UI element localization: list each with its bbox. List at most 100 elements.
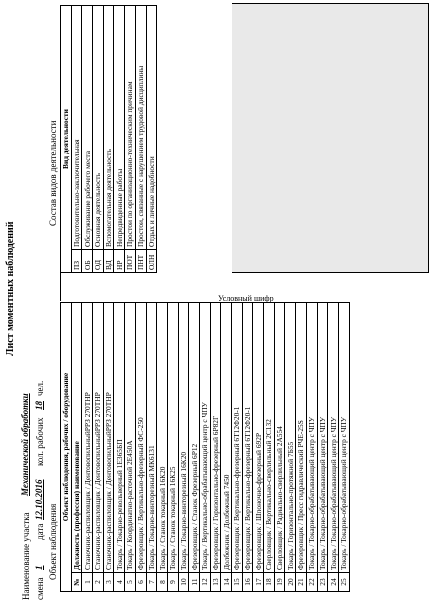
code: ВД [103,249,114,273]
table-row: 18 Сверловщик / Вертикально-сверлильный 2… [263,302,275,592]
row-num: 13 [210,572,221,592]
observation-table-header: Объект наблюдения, рабочих / оборудовани… [60,302,72,592]
shift-label: смена [35,577,45,601]
workers-value: 18 [34,401,44,410]
row-text: Фрезеровщик / Пресс гидравлический РЧЕ-2… [295,302,307,573]
row-num: 6 [135,572,146,592]
row-num: 10 [178,572,189,592]
row-num: 1 [81,572,93,592]
table-row: 13 Фрезеровщик / Горизонтально-фрезерный … [210,302,221,592]
empty-grid-area [232,3,429,273]
row-text: Токарь / Токарно-обрабатывающий центр с … [327,302,339,573]
code: ОБ [81,249,93,273]
document-title: Лист моментных наблюдений [5,221,16,356]
code-text: Непредвиденные работы [113,5,125,250]
row-num: 8 [156,572,168,592]
shift-value: 1 [34,565,44,571]
activity-code-table: Вид деятельности ПЗ Подготовительно-заклю… [60,5,157,273]
table-row: 6 Фрезеровщик / Вертикально-фрезерный ФС-… [135,302,146,592]
code-text: Основная деятельность [92,5,104,250]
row-num: 5 [124,572,136,592]
workers-unit: чел. [35,380,45,396]
code-text: Простои, связанные с нарушением трудовой… [135,5,146,250]
table-row: 5 Токарь / Координатно-расточной 2Е450А [124,302,136,592]
code-text: Простои по организационно-техническим пр… [124,5,136,250]
workers-label: кол. рабочих [35,417,45,466]
row-text: Станочник-распиловщик / ДентовопильныйРР… [92,302,104,573]
row-text: Фрезеровщик / Вертикально-фрезерный 6Т12… [231,302,243,573]
conditional-code-label: Условный шифр [218,294,274,303]
row-text: Токарь / Станок токарный 16К25 [167,302,179,573]
row-text: Станочник-распиловщик / ДентовопильныйРР… [81,302,93,573]
row-num: 21 [295,572,307,592]
row-text: Токарь / Токарно-обрабатывающий центр с … [317,302,328,573]
table-row: 8 Токарь / Станок токарный 16К20 [156,302,168,592]
activity-code-header: Вид деятельности [60,5,72,273]
code-text: Вспомогательная деятельность [103,5,114,250]
table-row: 17 Фрезеровщик / Шпоночно-фрезерный 692Р [252,302,264,592]
code-row: ВД Вспомогательная деятельность [103,5,114,273]
table-row: 21 Фрезеровщик / Пресс гидравлический РЧЕ… [295,302,307,592]
row-text: Токарь / Токарно-обрабатывающий центр с … [306,302,317,573]
code-row: ПОТ Простои по организационно-техническим… [124,5,136,273]
table-row: 25 Токарь / Токарно-обрабатывающий центр … [338,302,350,592]
table-row: 3 Станочник-распиловщик / ДентовопильныйР… [103,302,114,592]
code: НР [113,249,125,273]
row-num: 19 [274,572,285,592]
table-row: 11 Фрезеровщик / Станок Фрезерный 6Р12 [188,302,200,592]
row-num: 2 [92,572,104,592]
code: ОЛН [146,249,157,273]
code-text: Отдых и личные надобности [146,5,157,250]
code: ОД [92,249,104,273]
table-row: 24 Токарь / Токарно-обрабатывающий центр … [327,302,339,592]
row-text: Токарь / Токарно-револьверный 1Е365БП [113,302,125,573]
row-text: Токарь / Вертикально-обрабатывающий цент… [199,302,211,573]
row-text: Токарь / Станок токарный 16К20 [156,302,168,573]
row-text: Токарь / Горизонтально-протяжной 7Б55 [284,302,296,573]
observation-table: Объект наблюдения, рабочих / оборудовани… [60,302,350,592]
row-text: Станочник-распиловщик / ДентовопильныйРР… [103,302,114,573]
object-label: Объект наблюдения [48,503,58,580]
table-row: 23 Токарь / Токарно-обрабатывающий центр … [317,302,328,592]
code-row: ПНТ Простои, связанные с нарушением трудо… [135,5,146,273]
code-text: Подготовительно-заключительная [71,5,82,250]
row-text: Токарь / Токарно-винторезный 16К20 [178,302,189,573]
row-text: Фрезеровщик / Вертикально-фрезерный 6Т12… [242,302,253,573]
row-num: 25 [338,572,350,592]
table-row: 15 Фрезеровщик / Вертикально-фрезерный 6Т… [231,302,243,592]
row-num: 11 [188,572,200,592]
table-row: 12 Токарь / Вертикально-обрабатывающий це… [199,302,211,592]
row-num: 18 [263,572,275,592]
row-num: 22 [306,572,317,592]
row-num: 14 [220,572,232,592]
table-row: 19 Сверловщик / Радиально-сверлильный 2А5… [274,302,285,592]
row-text: Токарь / Координатно-расточной 2Е450А [124,302,136,573]
table-row: 10 Токарь / Токарно-винторезный 16К20 [178,302,189,592]
code-row: ОБ Обслуживание рабочего места [81,5,93,273]
table-row: 1 Станочник-распиловщик / ДентовопильныйР… [81,302,93,592]
code-row: ОД Основная деятельность [92,5,104,273]
row-text: Фрезеровщик / Станок Фрезерный 6Р12 [188,302,200,573]
table-row: 22 Токарь / Токарно-обрабатывающий центр … [306,302,317,592]
row-text: Сверловщик / Радиально-сверлильный 2А554 [274,302,285,573]
row-num: 20 [284,572,296,592]
code: ПНТ [135,249,146,273]
row-num: 24 [327,572,339,592]
code-text: Обслуживание рабочего места [81,5,93,250]
row-num: 7 [146,572,157,592]
row-text: Токарь / Токарно-обрабатывающий центр с … [338,302,350,573]
code-row: ОЛН Отдых и личные надобности [146,5,157,273]
row-num: 23 [317,572,328,592]
code: ПЗ [71,249,82,273]
area-value: Механической обработки [20,393,30,496]
row-text: Токарь / Токарно-винторезный МК6131 [146,302,157,573]
row-num: 9 [167,572,179,592]
code-row: НР Непредвиденные работы [113,5,125,273]
code-row: ПЗ Подготовительно-заключительная [71,5,82,273]
date-label: дата [35,523,45,540]
row-num: 16 [242,572,253,592]
row-num: 4 [113,572,125,592]
activities-label: Состав видов деятельности [48,120,58,226]
